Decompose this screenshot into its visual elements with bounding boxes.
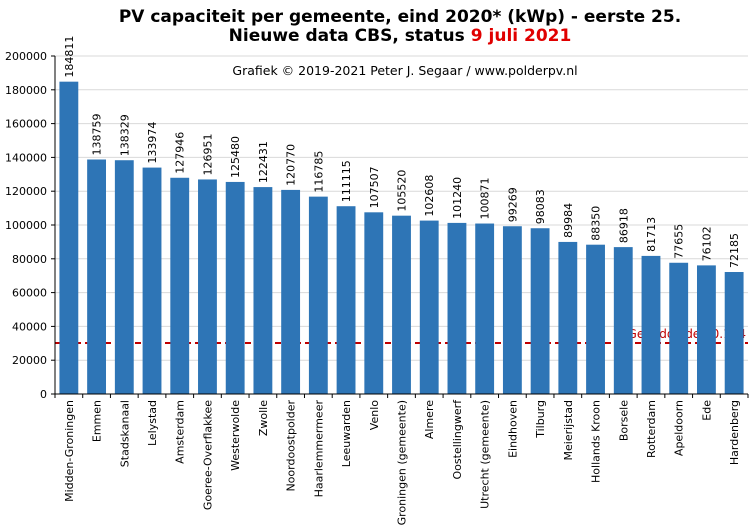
y-tick-label: 20000	[12, 354, 47, 367]
bar	[336, 206, 356, 394]
bar	[669, 262, 689, 394]
bar	[724, 272, 744, 394]
bar	[59, 81, 79, 395]
bar	[225, 181, 245, 394]
data-label: 72185	[728, 233, 741, 268]
x-tick-label: Lelystad	[146, 400, 159, 446]
chart-title-date: 9 juli 2021	[471, 26, 572, 46]
x-tick-label: Meierijstad	[562, 400, 575, 460]
x-tick-label: Almere	[423, 400, 436, 439]
x-tick-label: Westerwolde	[229, 400, 242, 471]
bar	[475, 223, 495, 394]
data-label: 126951	[201, 133, 214, 175]
data-label: 86918	[617, 208, 630, 243]
bar	[281, 189, 301, 394]
data-label: 116785	[312, 151, 325, 193]
chart-title-line2: Nieuwe data CBS, status 9 juli 2021	[229, 26, 572, 46]
chart-credit: Grafiek © 2019-2021 Peter J. Segaar / ww…	[232, 63, 577, 78]
bar	[641, 255, 661, 394]
y-tick-label: 200000	[5, 50, 47, 63]
y-tick-label: 0	[40, 388, 47, 401]
y-tick-label: 140000	[5, 151, 47, 164]
x-tick-label: Tilburg	[534, 400, 547, 439]
data-label: 107507	[368, 166, 381, 208]
bar	[114, 160, 134, 394]
x-tick-label: Ede	[700, 400, 713, 421]
data-label: 76102	[700, 226, 713, 261]
x-tick-label: Rotterdam	[645, 400, 658, 458]
data-label: 184811	[63, 36, 76, 78]
data-label: 122431	[257, 141, 270, 183]
data-label: 77655	[673, 224, 686, 259]
bar	[253, 187, 273, 394]
bar	[586, 244, 605, 394]
data-label: 100871	[479, 178, 492, 220]
y-tick-label: 80000	[12, 253, 47, 266]
x-tick-label: Borsele	[617, 400, 630, 441]
data-label: 89984	[562, 203, 575, 238]
x-tick-label: Groningen (gemeente)	[396, 400, 409, 525]
x-tick-label: Oostellingwerf	[451, 399, 464, 480]
bar	[558, 241, 578, 394]
data-label: 125480	[229, 136, 242, 178]
bars: 184811 138759 138329 133974 127946 126951 1254…	[59, 36, 744, 395]
data-label: 88350	[590, 206, 603, 241]
bar	[502, 226, 522, 394]
data-label: 138329	[118, 114, 131, 156]
data-label: 101240	[451, 177, 464, 219]
x-tick-label: Hardenberg	[728, 400, 741, 465]
y-tick-label: 40000	[12, 320, 47, 333]
x-tick-label: Haarlemmermeer	[312, 400, 325, 498]
x-tick-label: Noordoostpolder	[285, 400, 298, 492]
data-label: 111115	[340, 160, 353, 202]
x-tick-label: Zwolle	[257, 400, 270, 436]
y-tick-label: 160000	[5, 118, 47, 131]
data-label: 138759	[91, 113, 104, 155]
chart-title-prefix: Nieuwe data CBS, status	[229, 26, 465, 46]
bar	[419, 220, 439, 394]
x-tick-label: Eindhoven	[506, 400, 519, 458]
bar	[308, 196, 328, 394]
y-tick-label: 60000	[12, 287, 47, 300]
x-tick-label: Hollands Kroon	[590, 400, 603, 483]
bar	[530, 228, 550, 394]
bar	[613, 247, 633, 394]
bar	[170, 177, 190, 394]
x-tick-label: Amsterdam	[174, 400, 187, 464]
data-label: 98083	[534, 189, 547, 224]
x-tick-label: Stadskanaal	[118, 400, 131, 467]
x-tick-label: Leeuwarden	[340, 400, 353, 467]
y-tick-label: 180000	[5, 84, 47, 97]
bar	[198, 179, 217, 394]
bar	[364, 212, 384, 394]
x-tick-label: Midden-Groningen	[63, 400, 76, 502]
data-label: 120770	[285, 144, 298, 186]
bar	[87, 159, 107, 394]
data-label: 127946	[174, 132, 187, 174]
x-tick-label: Emmen	[91, 400, 104, 442]
y-tick-label: 100000	[5, 219, 47, 232]
x-tick-label: Utrecht (gemeente)	[479, 400, 492, 509]
bar	[696, 265, 716, 394]
bar	[392, 215, 411, 394]
y-tick-label: 120000	[5, 185, 47, 198]
x-tick-label: Venlo	[368, 400, 381, 430]
x-tick-label: Goeree-Overflakkee	[201, 400, 214, 510]
data-label: 105520	[396, 170, 409, 212]
x-tick-label: Apeldoorn	[673, 400, 686, 456]
axes: 0 20000 40000 60000 80000 100000 120000 140000 1…	[5, 50, 749, 525]
bar	[447, 222, 467, 394]
chart-title-line1: PV capaciteit per gemeente, eind 2020* (…	[119, 7, 681, 27]
data-label: 99269	[506, 187, 519, 222]
data-label: 102608	[423, 175, 436, 217]
data-label: 133974	[146, 122, 159, 164]
bar	[142, 167, 162, 394]
data-label: 81713	[645, 217, 658, 252]
